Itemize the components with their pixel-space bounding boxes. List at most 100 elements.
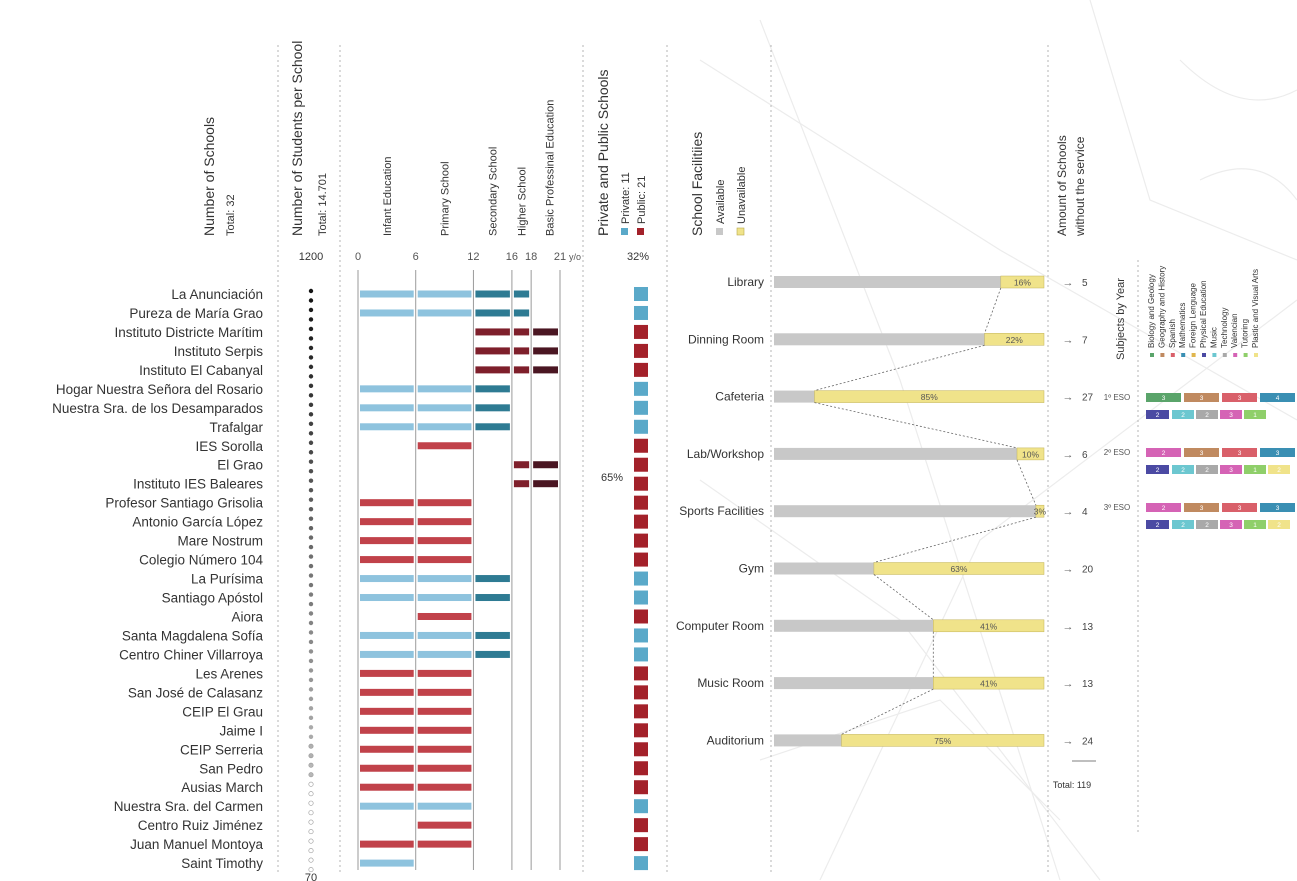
- year-label: 2º ESO: [1104, 448, 1131, 457]
- subject-hours: 2: [1277, 467, 1281, 474]
- subject-block: [1146, 393, 1181, 402]
- subjects-title: Subjects by Year: [1115, 278, 1127, 360]
- level-bar: [417, 650, 472, 658]
- amount-title-line1: Amount of Schools: [1055, 135, 1069, 236]
- school-name: Instituto Districte Marítim: [114, 325, 263, 340]
- school-name: Ausias March: [181, 780, 263, 795]
- level-bar: [475, 366, 510, 374]
- student-dot: [308, 288, 314, 294]
- school-name: Nuestra Sra. de los Desamparados: [52, 401, 263, 416]
- school-name: Trafalgar: [209, 420, 263, 435]
- subject-hours: 2: [1205, 467, 1209, 474]
- subject-hours: 2: [1181, 467, 1185, 474]
- student-dot: [308, 374, 314, 379]
- private-public-square: [634, 343, 648, 358]
- level-bar: [513, 290, 530, 298]
- available-legend-swatch: [716, 228, 723, 235]
- subject-block: [1146, 520, 1169, 529]
- level-bar: [360, 650, 414, 658]
- student-dot: [308, 421, 314, 426]
- x-tick-label: 6: [413, 251, 419, 263]
- connector-line: [873, 574, 934, 621]
- private-public-square: [634, 818, 648, 833]
- map-line-0: [699, 59, 1297, 421]
- student-dot: [308, 535, 314, 540]
- unavailable-bar: [814, 390, 1045, 403]
- student-dot: [308, 800, 314, 806]
- private-public-square: [634, 628, 648, 643]
- private-public-square: [634, 400, 648, 415]
- student-dot: [308, 393, 314, 398]
- subject-legend-label: Mathematics: [1178, 303, 1187, 348]
- facility-label: Gym: [739, 562, 764, 576]
- level-bar: [533, 347, 558, 355]
- level-bar: [417, 764, 472, 772]
- level-bar: [513, 328, 530, 336]
- subject-block: [1268, 465, 1290, 474]
- private-public-square: [634, 761, 648, 776]
- student-dot: [308, 743, 314, 749]
- level-bar: [513, 366, 530, 374]
- school-name: Centro Ruiz Jiménez: [138, 818, 264, 833]
- student-dot: [308, 563, 314, 569]
- public-legend-label: Public: 21: [636, 176, 648, 224]
- level-bar: [360, 594, 414, 602]
- subject-hours: 2: [1162, 450, 1166, 457]
- level-header: Basic Professinal Education: [545, 100, 557, 236]
- student-dot: [308, 696, 314, 702]
- student-dot: [308, 725, 314, 730]
- arrow: →: [1063, 735, 1074, 747]
- student-dot: [308, 317, 314, 322]
- school-name: Aiora: [231, 609, 263, 624]
- subject-block: [1244, 410, 1266, 419]
- subject-hours: 2: [1156, 412, 1160, 419]
- student-dot: [308, 364, 314, 370]
- private-percentage: 32%: [627, 251, 649, 263]
- student-dot: [308, 639, 314, 645]
- level-bar: [417, 556, 472, 564]
- subject-block: [1220, 465, 1242, 474]
- subject-legend-swatch: [1202, 353, 1206, 357]
- level-bar: [417, 309, 472, 317]
- student-dot: [308, 516, 314, 521]
- subject-block: [1196, 465, 1218, 474]
- public-legend-swatch: [637, 228, 644, 235]
- level-bar: [417, 802, 472, 810]
- level-bar: [417, 669, 472, 677]
- private-legend-label: Private: 11: [620, 172, 632, 224]
- school-name: Instituto Serpis: [174, 344, 264, 359]
- subject-hours: 3: [1276, 505, 1280, 512]
- student-dot: [308, 668, 314, 673]
- student-dot: [308, 544, 314, 550]
- subject-block: [1244, 520, 1266, 529]
- connector-line: [873, 516, 1037, 563]
- subject-block: [1260, 393, 1295, 402]
- subject-hours: 3: [1200, 450, 1204, 457]
- level-bar: [475, 309, 510, 317]
- connector-line: [1016, 459, 1037, 506]
- subject-block: [1196, 520, 1218, 529]
- subject-hours: 2: [1162, 505, 1166, 512]
- level-header: Secondary School: [488, 147, 500, 236]
- subject-block: [1184, 503, 1219, 512]
- schools-total: Total: 32: [225, 194, 237, 236]
- map-line-5: [1179, 59, 1297, 101]
- student-dot: [308, 857, 314, 863]
- subject-legend-swatch: [1170, 353, 1175, 357]
- student-dot: [308, 298, 314, 303]
- subject-legend-swatch: [1222, 353, 1227, 357]
- student-dot: [308, 345, 314, 351]
- student-dot: [308, 336, 314, 341]
- connector-line: [814, 344, 985, 391]
- subject-hours: 1: [1253, 522, 1257, 529]
- facility-label: Computer Room: [676, 619, 764, 633]
- schools-without-value: 6: [1082, 450, 1088, 461]
- subject-block: [1222, 503, 1257, 512]
- subject-legend-label: Biology and Geology: [1147, 274, 1156, 348]
- schools-without-value: 13: [1082, 622, 1094, 633]
- unavailable-percentage: 75%: [934, 736, 951, 746]
- schools-without-value: 4: [1082, 507, 1088, 518]
- total-without-label: Total: 119: [1053, 780, 1091, 790]
- map-line-2: [819, 299, 1297, 881]
